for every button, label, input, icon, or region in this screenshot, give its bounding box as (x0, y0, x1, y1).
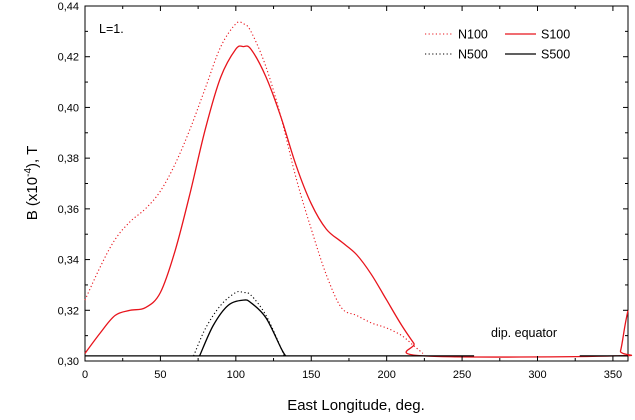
y-tick-label: 0,38 (58, 153, 79, 165)
legend-label-n500: N500 (458, 48, 488, 62)
y-tick-label: 0,30 (58, 356, 79, 368)
y-tick-label: 0,42 (58, 52, 79, 64)
y-axis-title-main: B (x10 (24, 177, 41, 220)
y-tick-label: 0,40 (58, 102, 79, 114)
series-lines (84, 21, 633, 358)
x-tick-label: 200 (377, 369, 395, 381)
y-tick-label: 0,32 (58, 305, 79, 317)
x-tick-label: 300 (528, 369, 546, 381)
y-axis-ticks: 0,30 0,32 0,34 0,36 0,38 0,40 0,42 0,44 (58, 1, 628, 368)
y-axis-title-exponent: -4 (23, 168, 34, 177)
x-tick-label: 250 (453, 369, 471, 381)
y-tick-label: 0,44 (58, 1, 79, 13)
series-n100-line (84, 21, 424, 354)
x-tick-label: 350 (604, 369, 622, 381)
legend-label-s500: S500 (541, 48, 570, 62)
legend-label-s100: S100 (541, 28, 570, 42)
legend: N100 S100 N500 S500 (425, 28, 570, 62)
y-axis-title-unit: ), T (24, 146, 41, 168)
x-axis-title: East Longitude, deg. (287, 397, 425, 414)
x-tick-label: 150 (302, 369, 320, 381)
x-tick-label: 50 (154, 369, 166, 381)
y-tick-label: 0,36 (58, 204, 79, 216)
dip-equator-label: dip. equator (491, 326, 557, 340)
legend-label-n100: N100 (458, 28, 488, 42)
x-tick-label: 100 (227, 369, 245, 381)
shell-annotation: L=1. (99, 22, 124, 36)
series-s100-line (84, 45, 633, 358)
x-tick-label: 0 (82, 369, 88, 381)
y-axis-title: B (x10-4), T (23, 146, 41, 221)
x-axis-ticks: 0 50 100 150 200 250 300 350 (82, 6, 622, 381)
series-s500-line (199, 299, 287, 357)
y-tick-label: 0,34 (58, 255, 79, 267)
